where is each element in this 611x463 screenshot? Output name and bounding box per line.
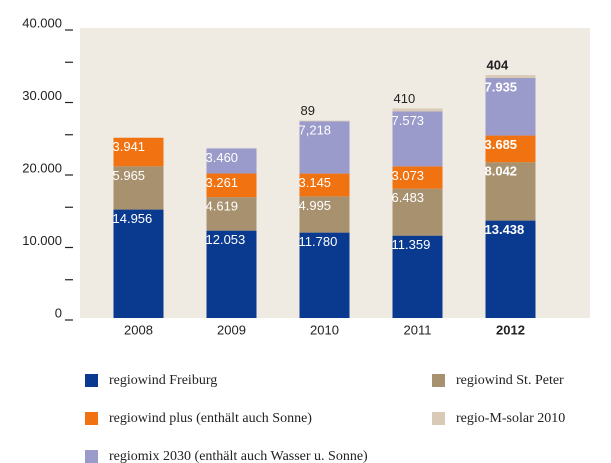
legend-swatch (432, 412, 445, 425)
legend-swatch (85, 374, 98, 387)
bar-segment (206, 148, 257, 174)
x-tick-label: 2008 (124, 322, 153, 337)
bar-segment (206, 230, 257, 318)
value-label: 12.053 (206, 232, 246, 247)
legend-swatch (85, 450, 98, 463)
y-tick-label: 0 (55, 305, 62, 320)
value-label: 3.941 (113, 139, 146, 154)
bar-segment (485, 75, 536, 79)
bar-segment (299, 121, 350, 174)
value-label: 3.685 (485, 137, 518, 152)
value-label: 404 (487, 58, 509, 73)
value-label: 14.956 (113, 211, 153, 226)
y-tick-label: 40.000 (22, 15, 62, 30)
value-label: 11.359 (392, 237, 431, 252)
bar-segment (206, 173, 257, 198)
legend-swatch (432, 374, 445, 387)
bar-segment (299, 232, 350, 318)
value-label: 6.483 (392, 190, 425, 205)
bar-segment (299, 173, 350, 197)
y-tick-label: 20.000 (22, 160, 62, 175)
bar-segment (485, 162, 536, 221)
value-label: 7,218 (299, 123, 332, 138)
bar-segment (206, 197, 257, 231)
bar-segment (113, 209, 164, 318)
bar-segment (113, 166, 164, 210)
value-label: 89 (301, 103, 315, 118)
y-tick-label: 10.000 (22, 233, 62, 248)
value-label: 7.935 (485, 79, 518, 94)
value-label: 7.573 (392, 113, 425, 128)
value-label: 8.042 (485, 164, 518, 179)
value-label: 3.145 (299, 175, 332, 190)
value-label: 3.460 (206, 150, 239, 165)
value-label: 4.995 (299, 198, 332, 213)
bar-segment (485, 135, 536, 163)
bar-segment (485, 78, 536, 136)
bar-segment (392, 235, 443, 318)
bar-segment (392, 166, 443, 189)
value-label: 5.965 (113, 168, 146, 183)
value-label: 13.438 (485, 222, 525, 237)
legend-label: regio-M-solar 2010 (456, 411, 565, 426)
legend-label: regiowind Freiburg (109, 373, 217, 388)
bar-segment (392, 188, 443, 236)
bar-segment (392, 111, 443, 167)
value-label: 410 (394, 91, 416, 106)
bar-segment (299, 196, 350, 233)
x-tick-label: 2010 (310, 322, 339, 337)
bar-segment (113, 137, 164, 167)
bar-segment (392, 108, 443, 112)
legend-label: regiowind plus (enthält auch Sonne) (109, 411, 312, 426)
value-label: 3.073 (392, 168, 425, 183)
legend-label: regiomix 2030 (enthält auch Wasser u. So… (109, 449, 368, 463)
bar-segment (299, 120, 350, 122)
x-tick-label: 2011 (404, 322, 432, 337)
value-label: 4.619 (206, 199, 239, 214)
x-tick-label: 2012 (496, 322, 525, 337)
y-tick-label: 30.000 (22, 88, 62, 103)
legend-swatch (85, 412, 98, 425)
bar-segment (485, 220, 536, 318)
x-tick-label: 2009 (217, 322, 246, 337)
value-label: 3.261 (206, 175, 239, 190)
value-label: 11.780 (299, 234, 338, 249)
legend-label: regiowind St. Peter (456, 373, 564, 388)
